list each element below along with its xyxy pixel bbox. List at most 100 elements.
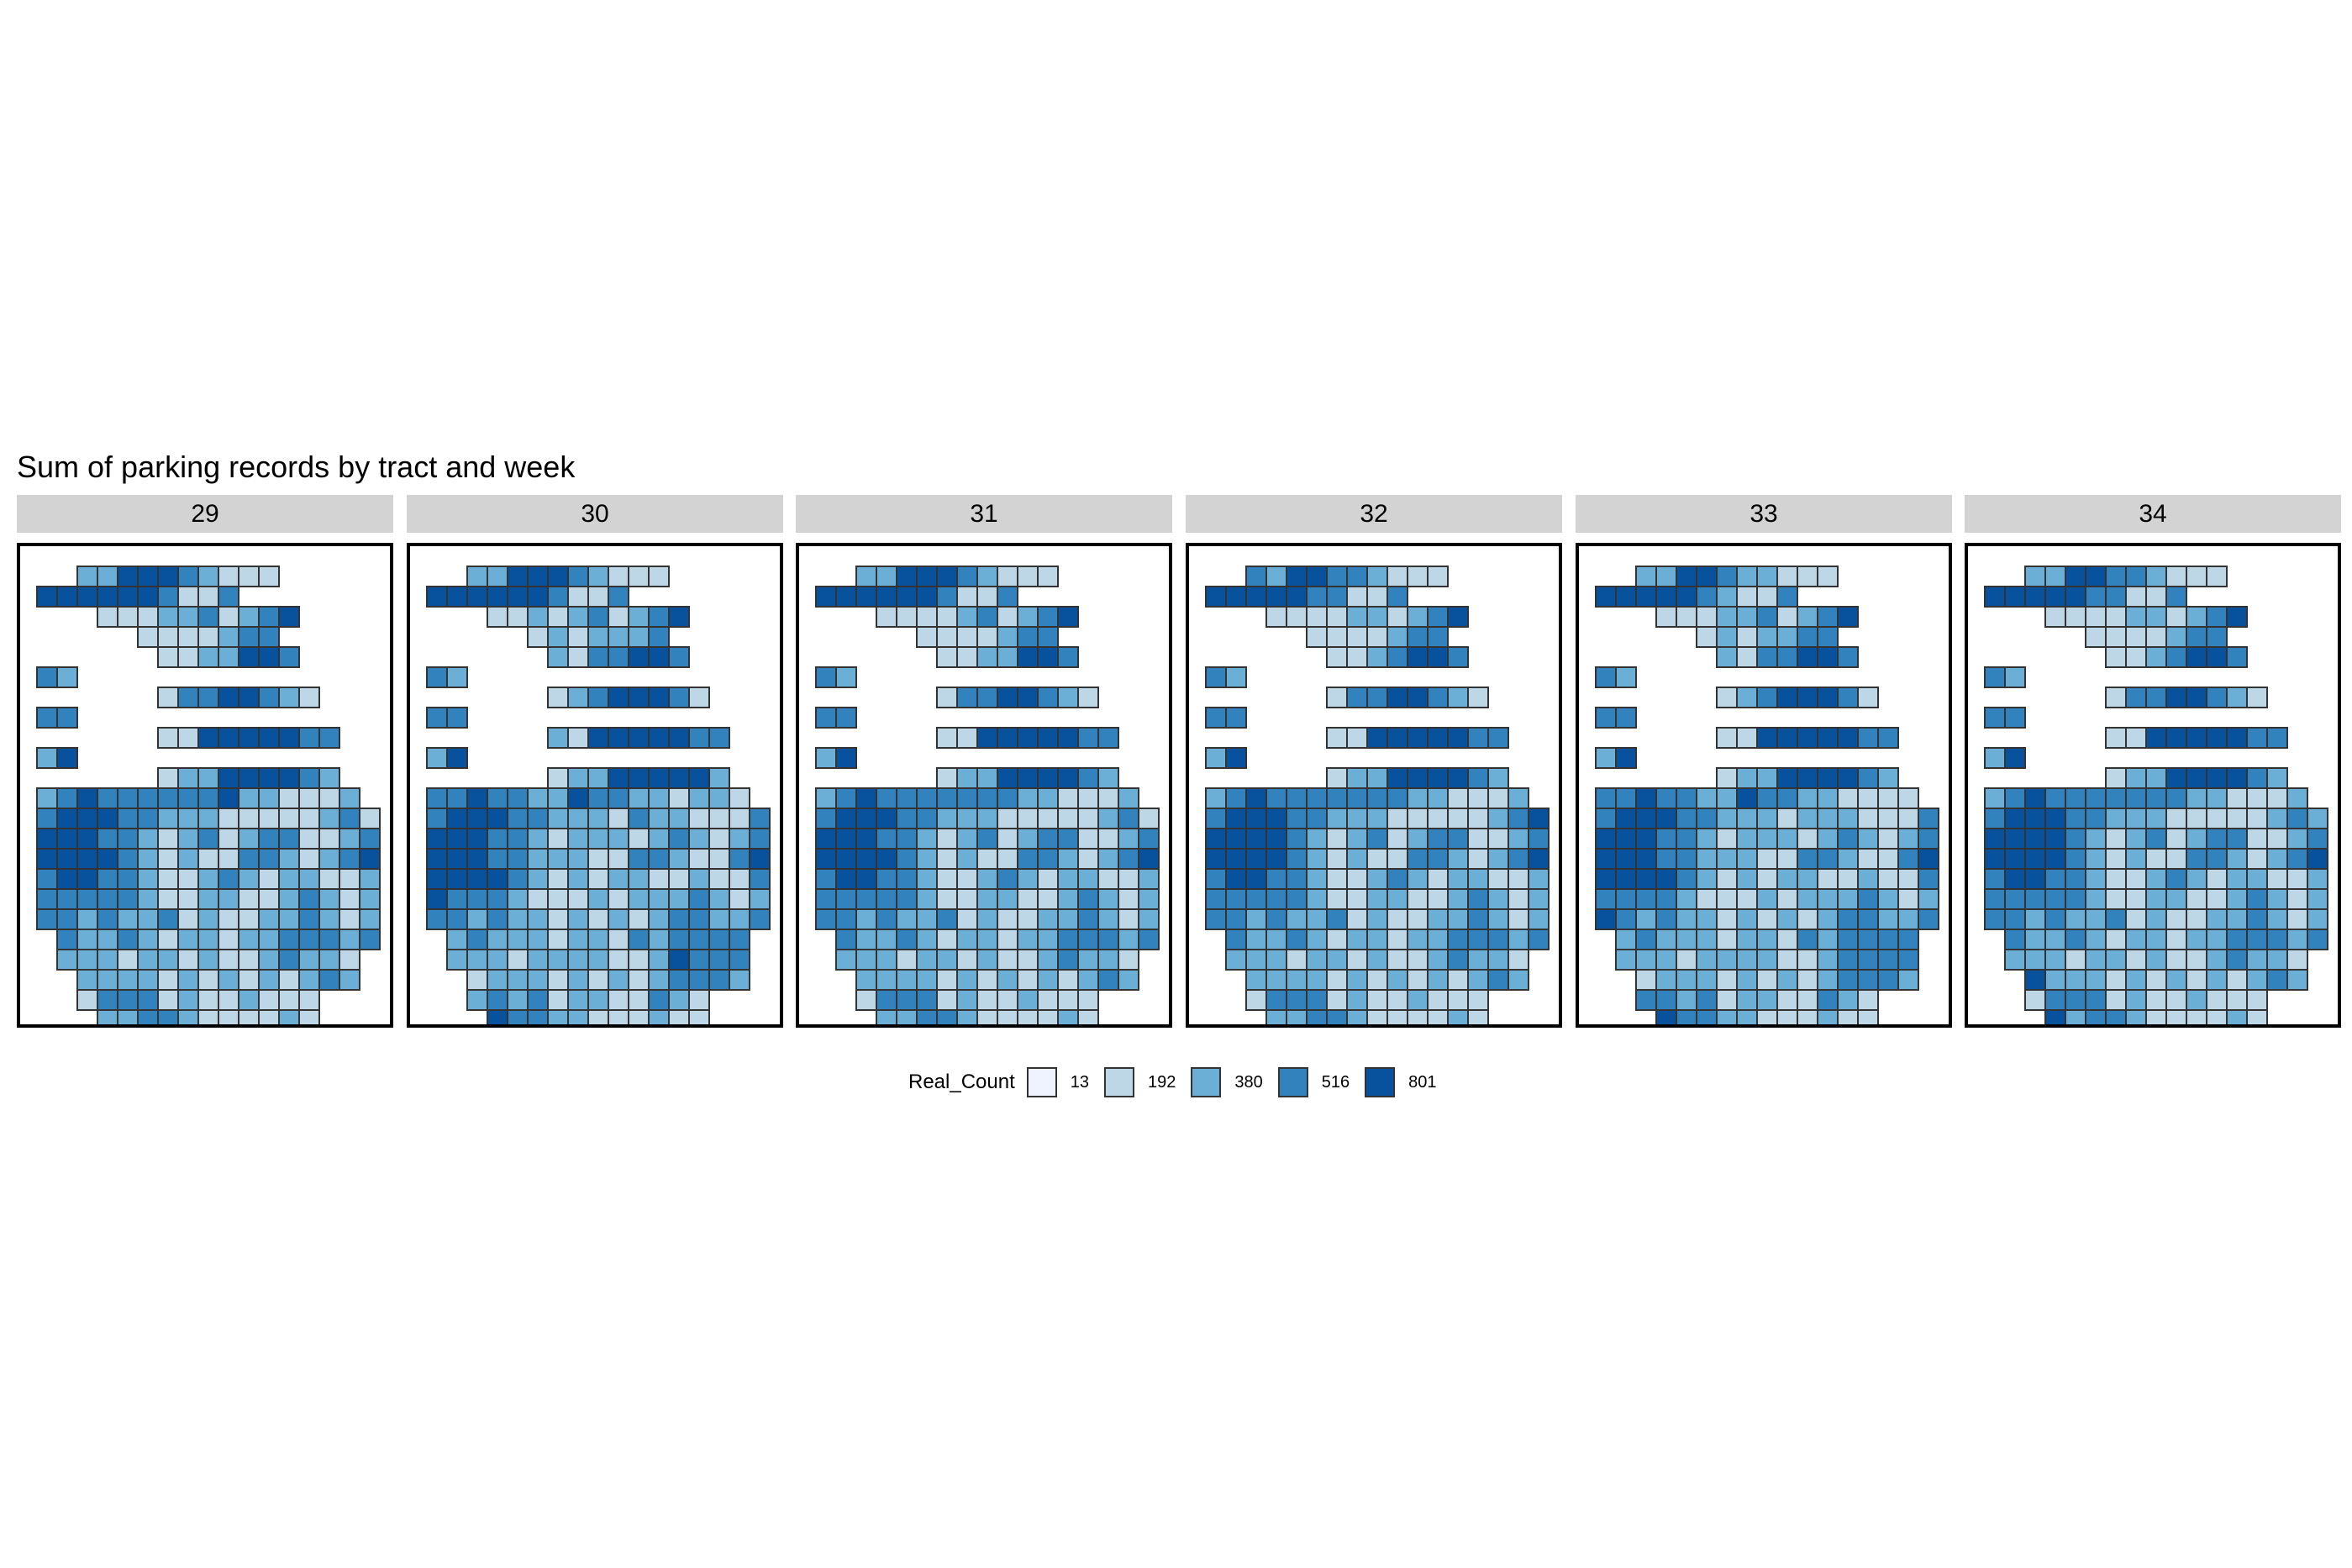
tract-tile	[1507, 949, 1529, 971]
tract-tile	[916, 566, 938, 587]
tract-tile	[278, 969, 300, 991]
tract-tile	[1286, 586, 1308, 608]
tract-tile	[1286, 929, 1308, 950]
tract-tile	[177, 687, 199, 708]
tract-tile	[1635, 586, 1657, 608]
tract-tile	[1776, 888, 1798, 910]
tract-tile	[2024, 787, 2046, 809]
tract-tile	[157, 969, 179, 991]
tract-tile	[1817, 969, 1839, 991]
tract-tile	[815, 666, 837, 688]
tract-tile	[1037, 566, 1059, 587]
tract-tile	[1077, 969, 1099, 991]
tract-tile	[1286, 787, 1308, 809]
tract-tile	[567, 787, 589, 809]
tract-tile	[997, 646, 1018, 668]
tract-tile	[76, 566, 98, 587]
tract-tile	[446, 868, 468, 890]
tract-tile	[318, 808, 340, 829]
tract-tile	[1037, 828, 1059, 850]
tract-tile	[1776, 626, 1798, 648]
tract-tile	[608, 969, 629, 991]
tract-tile	[1696, 949, 1718, 971]
tract-tile	[1447, 646, 1469, 668]
tract-tile	[2286, 908, 2308, 930]
tract-tile	[547, 626, 569, 648]
tract-tile	[1595, 828, 1617, 850]
tract-tile	[1097, 929, 1119, 950]
tract-tile	[1407, 646, 1429, 668]
tract-tile	[2044, 566, 2066, 587]
tract-tile	[238, 828, 260, 850]
tract-tile	[2105, 727, 2127, 749]
tract-tile	[1118, 949, 1139, 971]
tract-tile	[1037, 606, 1059, 628]
tract-tile	[2246, 949, 2268, 971]
tract-tile	[487, 868, 508, 890]
tract-tile	[688, 1009, 710, 1024]
tract-tile	[1306, 828, 1328, 850]
tract-tile	[76, 949, 98, 971]
tract-tile	[855, 828, 877, 850]
tract-tile	[1857, 767, 1879, 789]
tract-tile	[157, 908, 179, 930]
tract-tile	[56, 888, 78, 910]
tract-tile	[567, 1009, 589, 1024]
tract-tile	[238, 969, 260, 991]
tract-tile	[2165, 929, 2187, 950]
tract-tile	[177, 868, 199, 890]
tract-tile	[1595, 586, 1617, 608]
tract-tile	[876, 989, 897, 1011]
tract-tile	[446, 666, 468, 688]
tract-tile	[916, 787, 938, 809]
tract-tile	[648, 687, 670, 708]
tract-tile	[1017, 908, 1039, 930]
tract-tile	[487, 969, 508, 991]
tract-tile	[2125, 626, 2147, 648]
tract-tile	[976, 868, 998, 890]
tract-tile	[197, 808, 219, 829]
tract-tile	[648, 808, 670, 829]
tract-tile	[2206, 969, 2228, 991]
tract-tile	[855, 989, 877, 1011]
tract-tile	[2145, 908, 2167, 930]
tract-tile	[359, 929, 381, 950]
tract-tile	[1346, 949, 1368, 971]
tract-tile	[1097, 727, 1119, 749]
tract-tile	[976, 969, 998, 991]
tract-tile	[1507, 848, 1529, 870]
tract-tile	[1326, 989, 1348, 1011]
tract-tile	[997, 687, 1018, 708]
tract-tile	[97, 828, 118, 850]
tract-tile	[137, 969, 159, 991]
tract-tile	[1507, 929, 1529, 950]
tract-tile	[1615, 666, 1637, 688]
tract-tile	[1225, 908, 1247, 930]
tract-tile	[1346, 969, 1368, 991]
tract-tile	[876, 969, 897, 991]
tract-tile	[218, 687, 239, 708]
tract-tile	[1984, 707, 2006, 729]
tract-tile	[2044, 808, 2066, 829]
tract-tile	[507, 888, 529, 910]
tract-tile	[668, 1009, 690, 1024]
tract-tile	[238, 929, 260, 950]
legend-label: 13	[1070, 1072, 1089, 1092]
tract-tile	[97, 868, 118, 890]
tract-tile	[1857, 868, 1879, 890]
tract-tile	[1595, 666, 1617, 688]
tract-tile	[446, 808, 468, 829]
tract-tile	[1427, 989, 1449, 1011]
tract-tile	[1366, 566, 1388, 587]
tract-tile	[1017, 626, 1039, 648]
tract-tile	[2105, 767, 2127, 789]
tract-tile	[587, 1009, 609, 1024]
tract-tile	[157, 646, 179, 668]
tract-tile	[567, 586, 589, 608]
tract-tile	[997, 949, 1018, 971]
tract-tile	[2105, 566, 2127, 587]
tract-tile	[177, 1009, 199, 1024]
tract-tile	[2085, 848, 2107, 870]
tract-tile	[1407, 949, 1429, 971]
tract-tile	[157, 949, 179, 971]
